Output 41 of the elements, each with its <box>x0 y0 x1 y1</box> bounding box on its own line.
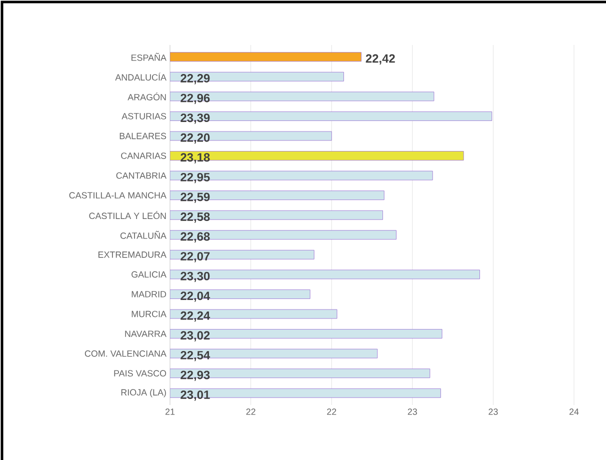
data-label: 22,58 <box>180 212 210 223</box>
y-tick-label: ASTURIAS <box>122 113 166 120</box>
y-tick-label: ANDALUCÍA <box>115 72 166 81</box>
y-tick-label: COM. VALENCIANA <box>84 350 166 357</box>
data-label: 22,29 <box>180 74 210 84</box>
data-label: 22,59 <box>180 192 210 203</box>
y-tick-label: BALEARES <box>120 132 166 140</box>
y-tick-label: RIOJA (LA) <box>121 388 166 398</box>
y-tick-label: GALICIA <box>132 271 166 278</box>
y-tick-label: EXTREMADURA <box>98 252 166 258</box>
data-label: 22,42 <box>366 54 395 64</box>
y-tick-label: MADRID <box>132 291 166 298</box>
data-label: 22,04 <box>180 292 210 302</box>
data-label: 22,95 <box>180 172 210 184</box>
data-label: 22,24 <box>180 311 210 322</box>
x-tick-label: 23 <box>408 408 417 415</box>
data-label: 23,39 <box>180 114 210 124</box>
data-label: 23,02 <box>180 331 210 342</box>
data-label: 22,93 <box>180 370 210 381</box>
data-label: 22,54 <box>180 350 210 362</box>
x-tick-label: 22 <box>327 408 336 415</box>
x-tick-label: 24 <box>569 408 579 415</box>
x-tick-label: 23 <box>488 408 498 415</box>
y-tick-label: ARAGÓN <box>128 92 166 100</box>
data-label: 23,01 <box>180 390 210 401</box>
y-tick-label: MURCIA <box>132 310 166 318</box>
data-label: 22,68 <box>180 232 210 242</box>
y-tick-label: NAVARRA <box>125 330 166 337</box>
y-tick-label: CATALUÑA <box>120 230 166 239</box>
x-tick-label: 22 <box>246 408 256 415</box>
y-tick-label: CANTABRIA <box>116 172 166 179</box>
y-tick-label: CANARIAS <box>121 152 166 159</box>
y-tick-label: PAIS VASCO <box>114 370 166 377</box>
x-tick-label: 21 <box>165 408 175 415</box>
data-label: 22,20 <box>180 133 210 144</box>
data-label: 23,30 <box>180 272 210 282</box>
data-label: 22,07 <box>180 252 210 262</box>
data-label: 22,96 <box>180 94 210 104</box>
y-tick-label: CASTILLA-LA MANCHA <box>69 192 166 198</box>
y-tick-label: CASTILLA Y LEÓN <box>89 211 166 220</box>
y-tick-label: ESPAÑA <box>132 52 166 61</box>
